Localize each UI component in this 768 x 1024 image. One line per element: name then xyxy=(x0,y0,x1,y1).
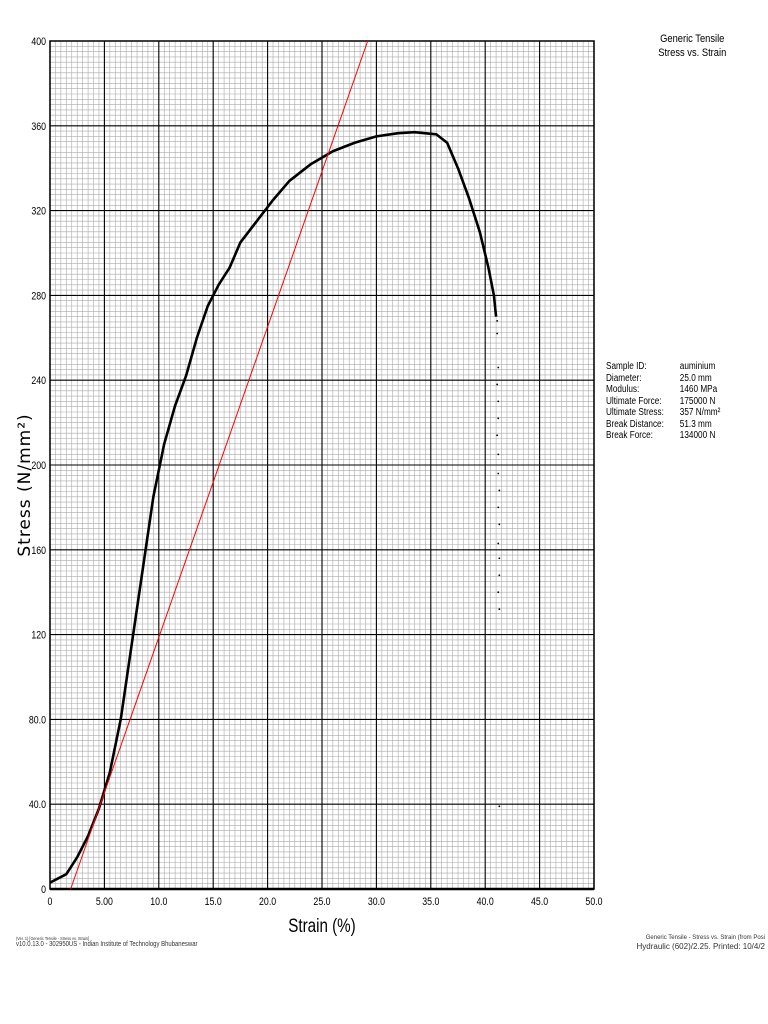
data-point xyxy=(498,557,501,560)
y-tick-label: 360 xyxy=(31,121,46,133)
info-key: Modulus: xyxy=(606,384,640,395)
info-row: Modulus: 1460 MPa xyxy=(606,384,720,396)
data-point xyxy=(497,417,500,420)
chart-subtitle: Stress vs. Strain xyxy=(658,47,727,59)
info-value: 175000 N xyxy=(679,395,716,407)
info-key: Diameter: xyxy=(606,372,642,384)
data-point xyxy=(497,542,500,545)
data-point xyxy=(497,400,500,403)
info-value: 357 N/mm² xyxy=(679,407,721,418)
chart-title: Generic Tensile xyxy=(660,33,725,45)
info-value: 51.3 mm xyxy=(679,418,712,430)
data-point xyxy=(498,574,501,577)
x-tick-label: 5.00 xyxy=(96,896,114,908)
info-key: Break Force: xyxy=(606,430,653,441)
y-tick-label: 240 xyxy=(31,375,46,387)
info-value: 134000 N xyxy=(679,430,716,441)
data-point xyxy=(498,608,501,611)
x-tick-label: 50.0 xyxy=(585,896,603,908)
footer-right: Generic Tensile - Stress vs. Strain (fro… xyxy=(636,934,765,952)
data-point xyxy=(498,523,501,526)
modulus-line xyxy=(70,40,369,890)
sample-info: Sample ID: auminium Diameter: 25.0 mm Modu… xyxy=(606,361,720,442)
x-tick-label: 0 xyxy=(48,896,53,908)
data-point xyxy=(497,453,500,456)
y-axis-label: Stress (N/mm²) xyxy=(15,413,35,556)
footer-right-small: Generic Tensile - Stress vs. Strain (fro… xyxy=(645,935,765,941)
footer-left-small: (Ver. 1) [Generic Tensile - Stress vs. S… xyxy=(16,936,90,941)
info-key: Ultimate Force: xyxy=(606,395,662,407)
footer-left-text: v10.0.13.0 - 302950US - Indian Institute… xyxy=(16,941,198,948)
data-point xyxy=(498,805,501,808)
x-tick-label: 30.0 xyxy=(368,896,386,908)
x-tick-label: 35.0 xyxy=(422,896,440,908)
info-value: auminium xyxy=(679,361,716,372)
data-point xyxy=(496,332,499,335)
info-row: Diameter: 25.0 mm xyxy=(606,373,720,385)
x-tick-label: 20.0 xyxy=(259,896,277,908)
data-point xyxy=(496,319,499,322)
data-point xyxy=(496,434,499,437)
x-tick-label: 25.0 xyxy=(313,896,331,908)
y-tick-label: 40.0 xyxy=(29,799,47,811)
y-tick-label: 80.0 xyxy=(29,715,47,727)
chart-title-block: Generic Tensile Stress vs. Strain xyxy=(620,32,765,60)
y-tick-label: 200 xyxy=(31,460,46,472)
y-tick-label: 280 xyxy=(31,291,46,303)
x-tick-label: 45.0 xyxy=(531,896,549,908)
y-tick-label: 160 xyxy=(31,545,46,557)
x-tick-label: 15.0 xyxy=(205,896,223,908)
footer-right-text: Hydraulic (602)/2.25. Printed: 10/4/2 xyxy=(636,942,765,951)
data-point xyxy=(497,472,500,475)
x-tick-label: 10.0 xyxy=(150,896,168,908)
data-point xyxy=(497,591,500,594)
y-tick-label: 0 xyxy=(41,884,46,896)
y-tick-label: 320 xyxy=(31,206,46,218)
info-row: Break Force: 134000 N xyxy=(606,430,720,442)
info-value: 25.0 mm xyxy=(679,372,712,384)
info-key: Ultimate Stress: xyxy=(606,407,664,418)
data-point xyxy=(497,506,500,509)
info-row: Break Distance: 51.3 mm xyxy=(606,419,720,431)
data-point xyxy=(497,366,500,369)
info-value: 1460 MPa xyxy=(679,384,718,395)
data-point xyxy=(496,383,499,386)
y-tick-label: 120 xyxy=(31,630,46,642)
info-row: Ultimate Force: 175000 N xyxy=(606,396,720,408)
info-key: Break Distance: xyxy=(606,418,664,430)
info-row: Sample ID: auminium xyxy=(606,361,720,373)
info-key: Sample ID: xyxy=(606,361,647,372)
footer-left: (Ver. 1) [Generic Tensile - Stress vs. S… xyxy=(16,936,197,948)
stress-strain-curve xyxy=(49,130,498,884)
info-row: Ultimate Stress: 357 N/mm² xyxy=(606,407,720,419)
x-axis-label: Strain (%) xyxy=(288,914,356,936)
y-tick-label: 400 xyxy=(31,36,46,48)
x-tick-label: 40.0 xyxy=(477,896,495,908)
data-point xyxy=(498,489,501,492)
